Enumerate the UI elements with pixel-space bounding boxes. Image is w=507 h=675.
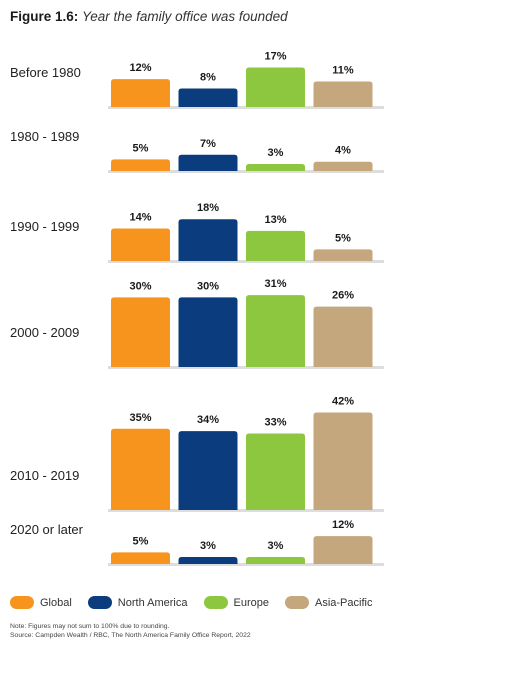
bar-global <box>111 552 170 564</box>
category-label: 1980 - 1989 <box>10 129 79 144</box>
data-label: 30% <box>197 280 219 292</box>
bar-europe <box>246 557 305 564</box>
chart-title: Figure 1.6: Year the family office was f… <box>10 9 288 24</box>
bar-north-america <box>178 557 238 564</box>
data-label: 12% <box>332 519 354 531</box>
category-baseline <box>108 170 384 173</box>
category-group: 1980 - 1989 5% 7% 3% 4% <box>10 129 384 173</box>
data-label: 31% <box>264 278 286 290</box>
bar-north-america <box>178 297 238 367</box>
bar-north-america <box>178 431 238 510</box>
bar-asia-pacific <box>313 161 373 171</box>
legend-label: Europe <box>233 596 269 609</box>
category-label: 2020 or later <box>10 522 84 537</box>
category-baseline <box>108 260 384 263</box>
bar-global <box>111 428 170 510</box>
legend-item-global: Global <box>10 596 72 609</box>
legend-label: North America <box>117 596 188 609</box>
bar-north-america <box>178 219 238 261</box>
bar-chart: Before 1980 12% 8% 17% 11% 1980 - 1989 5% 7% 3% 4… <box>10 51 384 566</box>
bar-global <box>111 228 170 261</box>
chart-legend: Global North America Europe Asia-Pacific <box>10 596 388 609</box>
bar-europe <box>246 433 305 510</box>
data-label: 4% <box>335 145 351 157</box>
data-label: 30% <box>129 280 151 292</box>
legend-item-asia-pacific: Asia-Pacific <box>284 596 373 609</box>
note-text: Note: Figures may not sum to 100% due to… <box>10 623 170 630</box>
bar-europe <box>246 164 305 171</box>
bar-europe <box>246 295 305 367</box>
bar-europe <box>246 230 305 261</box>
data-label: 35% <box>129 412 151 424</box>
category-group: 2010 - 2019 35% 34% 33% 42% <box>10 396 384 512</box>
category-baseline <box>108 366 384 369</box>
data-label: 33% <box>264 416 286 428</box>
source-text: Source: Campden Wealth / RBC, The North … <box>10 632 251 639</box>
data-label: 5% <box>133 142 149 154</box>
bar-europe <box>246 67 305 107</box>
bar-global <box>111 297 170 367</box>
bar-north-america <box>178 88 238 107</box>
bar-asia-pacific <box>313 536 373 564</box>
legend-swatch <box>87 596 112 609</box>
category-group: Before 1980 12% 8% 17% 11% <box>10 51 384 109</box>
data-label: 11% <box>332 64 354 76</box>
category-label: 1990 - 1999 <box>10 219 79 234</box>
legend-swatch <box>284 596 309 609</box>
figure-number: Figure 1.6: <box>10 9 79 24</box>
data-label: 8% <box>200 71 216 83</box>
bar-asia-pacific <box>313 412 373 510</box>
data-label: 18% <box>197 202 219 214</box>
data-label: 5% <box>335 232 351 244</box>
data-label: 34% <box>197 414 219 426</box>
figure-subtitle: Year the family office was founded <box>82 9 288 24</box>
category-group: 2000 - 2009 30% 30% 31% 26% <box>10 278 384 369</box>
data-label: 26% <box>332 290 354 302</box>
data-label: 12% <box>129 62 151 74</box>
category-baseline <box>108 563 384 566</box>
data-label: 7% <box>200 138 216 150</box>
data-label: 5% <box>133 535 149 547</box>
legend-item-europe: Europe <box>203 596 269 609</box>
chart-footnote: Note: Figures may not sum to 100% due to… <box>10 622 251 640</box>
data-label: 42% <box>332 396 354 408</box>
category-baseline <box>108 509 384 512</box>
bar-north-america <box>178 154 238 171</box>
bar-asia-pacific <box>313 249 373 261</box>
data-label: 14% <box>129 212 151 224</box>
bar-asia-pacific <box>313 81 373 107</box>
data-label: 3% <box>268 147 284 159</box>
bar-global <box>111 159 170 171</box>
bar-global <box>111 79 170 107</box>
category-label: Before 1980 <box>10 65 81 80</box>
category-label: 2000 - 2009 <box>10 325 79 340</box>
legend-swatch <box>203 596 228 609</box>
data-label: 17% <box>264 51 286 63</box>
category-group: 1990 - 1999 14% 18% 13% 5% <box>10 202 384 263</box>
data-label: 13% <box>264 214 286 226</box>
category-group: 2020 or later 5% 3% 3% 12% <box>10 519 384 566</box>
legend-swatch <box>10 596 34 609</box>
bar-asia-pacific <box>313 306 373 367</box>
category-label: 2010 - 2019 <box>10 468 79 483</box>
legend-label: Global <box>40 596 72 609</box>
legend-item-north-america: North America <box>87 596 188 609</box>
data-label: 3% <box>200 540 216 552</box>
data-label: 3% <box>268 540 284 552</box>
legend-label: Asia-Pacific <box>314 596 373 609</box>
category-baseline <box>108 106 384 109</box>
